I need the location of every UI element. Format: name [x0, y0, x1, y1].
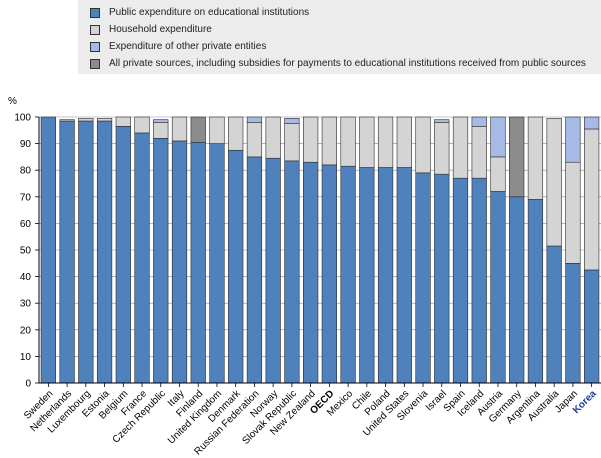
- bar-segment: [321, 116, 337, 166]
- bar-segment: [434, 119, 450, 123]
- bar-segment: [284, 118, 300, 124]
- y-tick-label: 70: [20, 192, 32, 203]
- bar-segment: [153, 137, 169, 384]
- bar-segment: [153, 119, 169, 123]
- bar-segment: [115, 116, 131, 127]
- bar-segment: [546, 245, 562, 384]
- bar-segment: [377, 116, 394, 168]
- legend-label-public: Public expenditure on educational instit…: [109, 7, 310, 18]
- bar-segment: [171, 140, 188, 384]
- bar-segment: [359, 116, 375, 168]
- y-tick-label: 60: [20, 219, 32, 230]
- bar-segment: [546, 118, 562, 247]
- y-tick-label: 90: [20, 139, 32, 150]
- bar-segment: [228, 149, 244, 384]
- y-tick-label: 80: [20, 166, 32, 177]
- bar-segment: [340, 116, 356, 167]
- y-axis-unit-label: %: [8, 96, 17, 107]
- bar-segment: [209, 143, 225, 384]
- bar-segment: [396, 116, 412, 168]
- bar-segment: [246, 122, 263, 158]
- bar-segment: [509, 196, 525, 384]
- bar-segment: [377, 167, 394, 384]
- bar-segment: [171, 116, 188, 142]
- bar-segment: [415, 172, 431, 384]
- y-tick-label: 40: [20, 272, 32, 283]
- bar-segment: [565, 262, 581, 384]
- bar-segment: [228, 116, 244, 151]
- bar-segment: [153, 122, 169, 139]
- bar-segment: [40, 116, 56, 384]
- bar-segment: [452, 116, 469, 179]
- bar-segment: [78, 118, 94, 122]
- bar-segment: [471, 126, 487, 179]
- y-tick-label: 50: [20, 246, 32, 257]
- bar-segment: [284, 160, 300, 384]
- bar-segment: [284, 123, 300, 162]
- bar-segment: [246, 116, 263, 123]
- bar-segment: [452, 177, 469, 384]
- bar-segment: [265, 157, 281, 384]
- bar-segment: [584, 116, 600, 130]
- bar-segment: [246, 156, 263, 384]
- legend-swatch-public: [90, 8, 100, 18]
- bar-segment: [340, 165, 356, 384]
- bar-segment: [303, 116, 319, 163]
- legend-swatch-all-private: [90, 59, 100, 69]
- legend-label-household: Household expenditure: [109, 24, 212, 35]
- legend-label-all-private: All private sources, including subsidies…: [109, 58, 586, 69]
- bar-segment: [96, 120, 113, 384]
- legend: Public expenditure on educational instit…: [78, 0, 601, 74]
- bar-segment: [396, 167, 412, 384]
- bar-segment: [134, 132, 150, 384]
- bar-segment: [434, 173, 450, 384]
- bar-segment: [527, 116, 544, 200]
- y-tick-label: 100: [14, 113, 31, 124]
- bar-segment: [134, 116, 150, 134]
- bar-segment: [59, 120, 75, 384]
- bar-segment: [509, 116, 525, 198]
- bar-segment: [471, 116, 487, 127]
- bar-segment: [115, 126, 131, 384]
- bar-segment: [359, 167, 375, 384]
- bar-segment: [190, 116, 206, 143]
- bar-segment: [96, 118, 113, 122]
- bar-segment: [303, 161, 319, 384]
- legend-swatch-household: [90, 25, 100, 35]
- y-tick-label: 30: [20, 299, 32, 310]
- bar-segment: [209, 116, 225, 144]
- bar-segment: [565, 161, 581, 264]
- bar-segment: [471, 177, 487, 384]
- bar-segment: [584, 128, 600, 271]
- bar-segment: [265, 116, 281, 159]
- bar-segment: [59, 119, 75, 122]
- bar-segment: [490, 116, 506, 158]
- legend-label-other-private: Expenditure of other private entities: [109, 41, 267, 52]
- bar-segment: [527, 199, 544, 384]
- y-tick-label: 20: [20, 325, 32, 336]
- bar-segment: [415, 116, 431, 174]
- bar-segment: [490, 191, 506, 384]
- bar-segment: [434, 122, 450, 175]
- bar-segment: [584, 269, 600, 384]
- legend-swatch-other-private: [90, 42, 100, 52]
- y-tick-label: 10: [20, 352, 32, 363]
- bar-segment: [78, 120, 94, 384]
- bar-segment: [565, 116, 581, 163]
- bar-segment: [190, 141, 206, 384]
- bar-segment: [321, 164, 337, 384]
- y-tick-label: 0: [25, 379, 31, 390]
- bar-segment: [490, 156, 506, 192]
